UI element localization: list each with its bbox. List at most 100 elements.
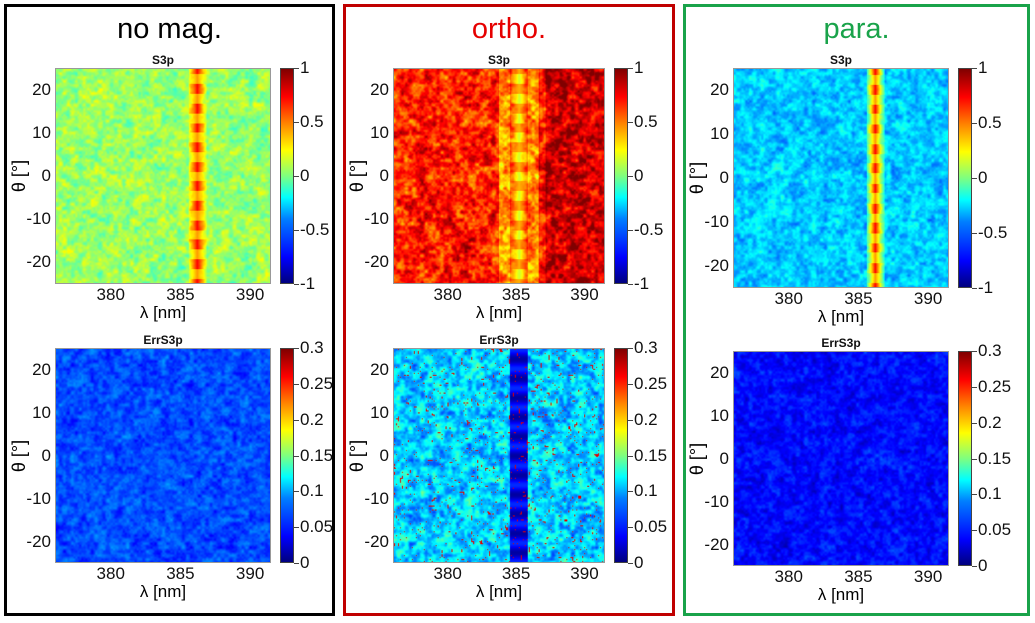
colorbar-tick [294, 176, 299, 177]
heatmap [733, 68, 949, 288]
colorbar [958, 68, 972, 288]
colorbar-tick [628, 383, 633, 385]
x-tick-label: 385 [844, 567, 873, 586]
y-tick-label: -20 [704, 534, 729, 554]
y-tick-label: -10 [704, 212, 729, 231]
colorbar-tick [294, 122, 299, 123]
colorbar-tick [628, 455, 633, 457]
colorbar-tick-label: 0.1 [978, 484, 1002, 504]
heatmap-canvas [734, 69, 948, 287]
colorbar-tick-label: 0 [300, 553, 310, 572]
colorbar-tick-label: 0.25 [634, 373, 668, 393]
y-tick-label: 10 [370, 402, 389, 422]
colorbar-tick-label: 0 [978, 556, 988, 575]
y-axis-label: θ [°] [9, 159, 29, 193]
y-tick-label: 10 [370, 122, 389, 142]
heatmap [733, 351, 949, 566]
colorbar-tick [972, 566, 977, 567]
heatmap-canvas [394, 69, 604, 283]
colorbar-tick [294, 230, 299, 231]
colorbar-tick-label: 0.5 [634, 112, 658, 131]
colorbar-tick [628, 230, 633, 231]
x-axis-label: λ [nm] [475, 582, 523, 601]
heatmap [393, 348, 605, 563]
plot-title: S3p [487, 53, 511, 67]
colorbar-tick [628, 284, 633, 285]
x-tick-label: 385 [844, 289, 873, 308]
heatmap-canvas [734, 352, 948, 565]
plot-title: ErrS3p [143, 333, 183, 347]
y-tick-label: 20 [32, 359, 51, 379]
y-tick-label: 10 [710, 124, 729, 143]
colorbar-tick [972, 233, 977, 234]
colorbar-tick [294, 491, 299, 493]
colorbar-tick [972, 386, 977, 388]
colorbar-tick [972, 458, 977, 460]
heatmap [55, 348, 271, 563]
colorbar-tick [294, 284, 299, 285]
y-tick-label: -20 [364, 252, 389, 272]
x-tick-label: 390 [570, 564, 599, 583]
y-axis-label: θ [°] [9, 439, 29, 472]
y-tick-label: 0 [379, 445, 389, 465]
colorbar-tick [972, 178, 977, 179]
colorbar-tick [972, 494, 977, 496]
x-axis-label: λ [nm] [817, 585, 865, 604]
y-tick-label: 0 [719, 168, 729, 187]
x-tick-label: 380 [433, 285, 462, 304]
x-axis-label: λ [nm] [817, 307, 865, 326]
heatmap-canvas [56, 69, 270, 283]
panel-no-mag: no mag. [4, 4, 335, 616]
panel-para: para. [683, 4, 1030, 616]
y-tick-label: -20 [704, 256, 729, 275]
colorbar-tick-label: 0 [634, 553, 644, 572]
plot-title: ErrS3p [479, 333, 519, 347]
y-axis-label: θ [°] [687, 442, 707, 475]
colorbar-tick-label: 0.15 [634, 445, 668, 465]
colorbar-tick [628, 176, 633, 177]
colorbar-tick-label: 0.3 [978, 341, 1002, 360]
y-tick-label: 20 [32, 79, 51, 99]
x-tick-label: 385 [501, 564, 531, 583]
x-tick-label: 385 [166, 564, 195, 583]
colorbar-tick-label: 0 [634, 166, 644, 185]
colorbar-tick [294, 348, 299, 349]
heatmap-canvas [394, 349, 604, 562]
y-tick-label: 10 [32, 402, 51, 422]
plot-title: S3p [151, 53, 175, 67]
colorbar-tick [294, 68, 299, 69]
colorbar-tick-label: 0.05 [978, 520, 1012, 540]
x-tick-label: 390 [235, 285, 265, 304]
colorbar-tick-label: 0.05 [300, 517, 334, 537]
x-tick-label: 390 [913, 289, 943, 308]
x-axis-label: λ [nm] [139, 303, 187, 322]
y-tick-label: 0 [379, 166, 389, 185]
colorbar-tick [972, 422, 977, 424]
y-tick-label: 20 [370, 79, 389, 99]
colorbar-tick-label: 0 [978, 168, 988, 187]
colorbar-tick [972, 530, 977, 532]
colorbar [958, 351, 972, 566]
y-tick-label: 10 [32, 122, 51, 142]
y-tick-label: 0 [41, 445, 51, 465]
colorbar-tick [628, 491, 633, 493]
colorbar-tick-label: 0.1 [634, 481, 658, 501]
colorbar-tick [972, 288, 977, 289]
colorbar-tick [628, 348, 633, 349]
colorbar-tick [294, 419, 299, 421]
y-tick-label: 10 [710, 405, 729, 425]
colorbar-tick-label: -1 [978, 278, 994, 297]
colorbar-tick [628, 419, 633, 421]
y-axis-label: θ [°] [687, 161, 707, 195]
colorbar-tick-label: 1 [978, 58, 988, 77]
x-axis-label: λ [nm] [139, 582, 187, 601]
colorbar-tick [972, 68, 977, 69]
colorbar-tick-label: -1 [300, 274, 316, 293]
colorbar-tick [628, 563, 633, 564]
colorbar-tick [628, 527, 633, 529]
panel-heading: no mag. [117, 13, 222, 45]
x-tick-label: 385 [166, 285, 195, 304]
colorbar-tick [294, 383, 299, 385]
colorbar-tick-label: 0.2 [978, 412, 1002, 432]
colorbar-tick-label: 0.5 [978, 113, 1002, 132]
